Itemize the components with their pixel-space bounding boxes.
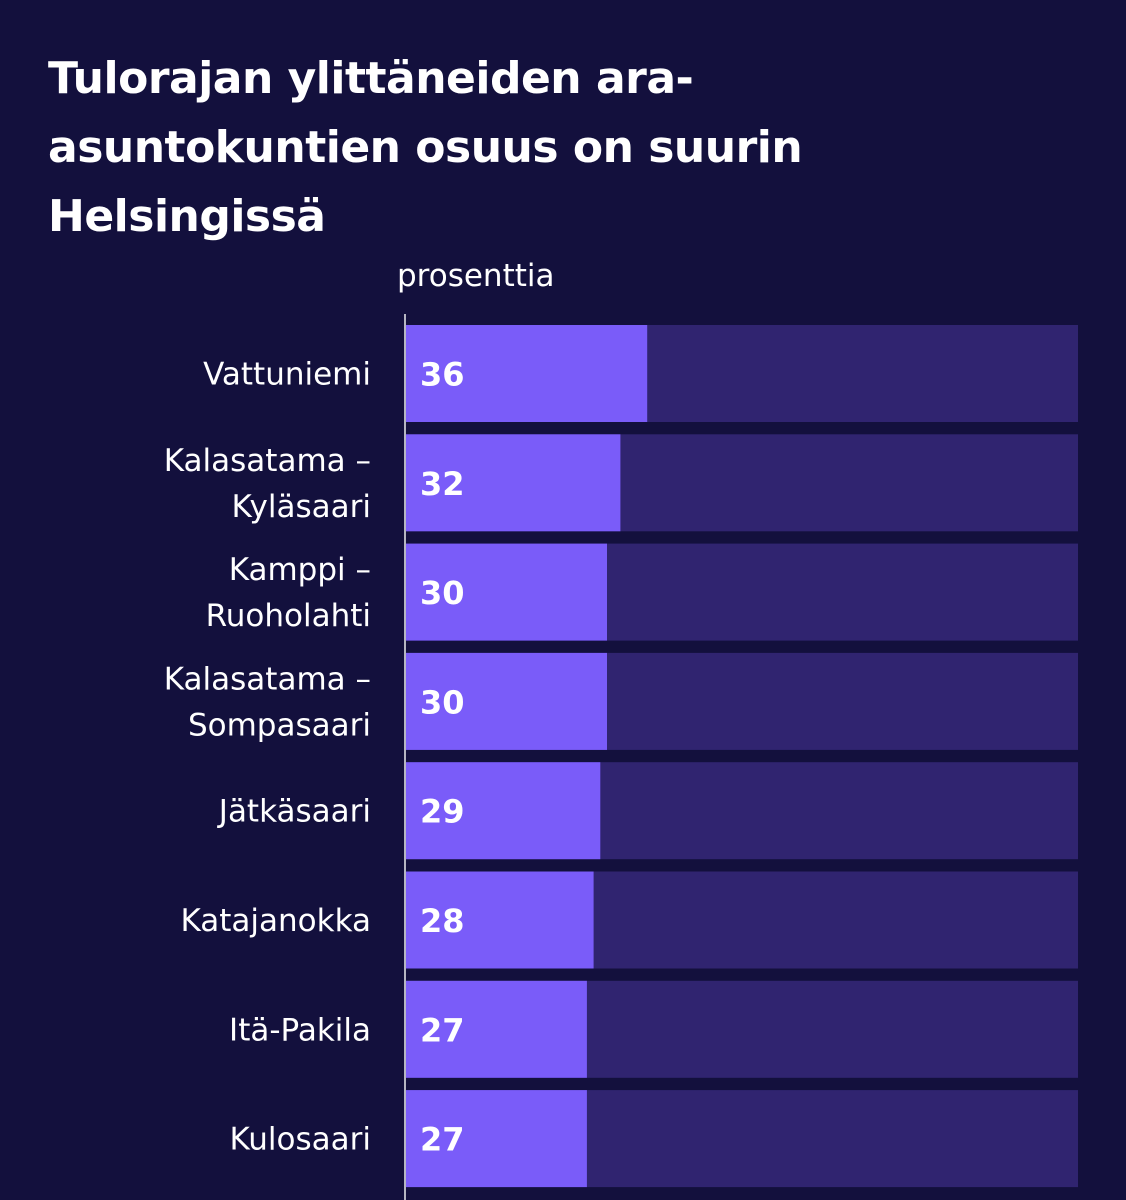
data-label: 30 bbox=[420, 574, 465, 612]
data-label: 29 bbox=[420, 793, 465, 831]
bar bbox=[406, 543, 607, 641]
data-label: 27 bbox=[420, 1011, 465, 1049]
category-label: Jätkäsaari bbox=[217, 794, 371, 830]
bar bbox=[406, 325, 648, 422]
data-label: 30 bbox=[420, 683, 465, 721]
category-label-line: Kamppi – bbox=[229, 552, 371, 588]
category-label-line: Sompasaari bbox=[188, 707, 371, 743]
bar bbox=[406, 871, 594, 969]
category-label-line: Vattuniemi bbox=[203, 357, 371, 393]
data-label: 32 bbox=[420, 465, 465, 503]
category-label-line: Kulosaari bbox=[229, 1122, 371, 1158]
category-label-line: Jätkäsaari bbox=[217, 794, 371, 830]
category-label: Kamppi – Ruoholahti bbox=[206, 552, 371, 634]
category-label-line: Itä-Pakila bbox=[229, 1012, 371, 1048]
category-label-line: Katajanokka bbox=[180, 903, 371, 939]
category-label: Itä-Pakila bbox=[229, 1012, 371, 1048]
data-label: 36 bbox=[420, 356, 465, 394]
category-label: Katajanokka bbox=[180, 903, 371, 939]
bar bbox=[406, 980, 587, 1078]
chart-title: Tulorajan ylittäneiden ara-asuntokuntien… bbox=[48, 53, 803, 242]
category-label: Kulosaari bbox=[229, 1122, 371, 1158]
unit-label: prosenttia bbox=[397, 258, 555, 294]
bar bbox=[406, 762, 601, 860]
bar bbox=[406, 1090, 587, 1188]
category-label-line: Ruoholahti bbox=[206, 598, 371, 634]
category-label: Vattuniemi bbox=[203, 357, 371, 393]
category-label-line: Kalasatama – bbox=[164, 443, 371, 479]
category-label: Kalasatama – Kyläsaari bbox=[164, 443, 371, 525]
data-label: 27 bbox=[420, 1121, 465, 1159]
bar bbox=[406, 434, 621, 532]
bar bbox=[406, 652, 607, 750]
category-label-line: Kalasatama – bbox=[164, 661, 371, 697]
category-label: Kalasatama – Sompasaari bbox=[164, 661, 371, 743]
data-label: 28 bbox=[420, 902, 465, 940]
category-label-line: Kyläsaari bbox=[231, 489, 371, 525]
